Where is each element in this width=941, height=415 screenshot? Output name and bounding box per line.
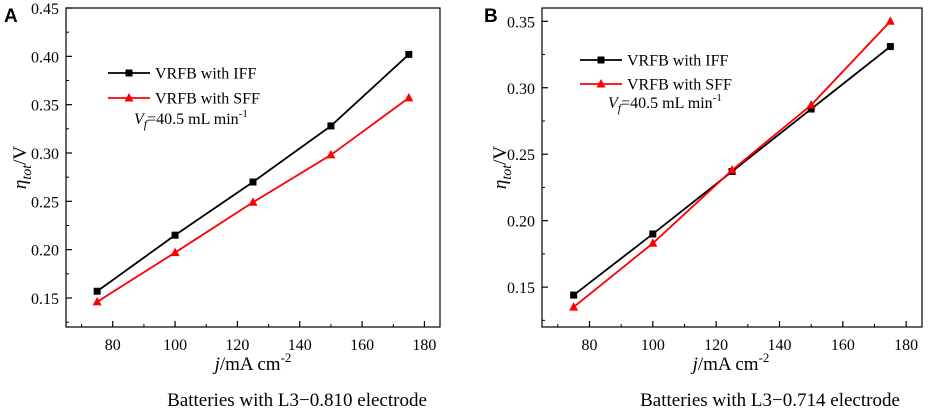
y-tick-label: 0.15	[507, 280, 535, 297]
series-line	[573, 20, 891, 308]
y-axis-label: ηtot/V	[10, 146, 35, 189]
series-iff	[93, 50, 413, 295]
data-point	[92, 296, 102, 306]
data-point	[404, 92, 414, 102]
legend-label: VRFB with IFF	[627, 53, 728, 70]
y-tick-label: 0.35	[507, 14, 535, 31]
x-tick-label: 160	[350, 337, 374, 354]
legend-marker	[597, 56, 605, 64]
data-point	[807, 105, 815, 113]
legend-label: VRFB with IFF	[155, 66, 256, 83]
legend-marker	[596, 79, 606, 88]
x-axis-label: j/mA cm-2	[212, 350, 292, 375]
y-tick-label: 0.25	[507, 147, 535, 164]
x-tick-label: 80	[582, 337, 598, 354]
x-tick-label: 120	[225, 337, 249, 354]
legend-entry-sff: VRFB with SFF	[580, 77, 732, 94]
series-sff	[92, 92, 414, 306]
plot-frame	[65, 7, 441, 328]
y-tick-label: 0.20	[31, 243, 59, 260]
legend-entry-iff: VRFB with IFF	[580, 53, 728, 70]
data-point	[648, 238, 658, 247]
x-tick-label: 180	[412, 337, 436, 354]
series-sff	[569, 16, 895, 311]
flow-rate-annotation: Vf=40.5 mL min-1	[134, 108, 248, 131]
data-point	[649, 230, 657, 238]
x-tick-label: 140	[288, 337, 312, 354]
x-tick-label: 120	[704, 337, 728, 354]
x-axis-label: j/mA cm-2	[690, 350, 770, 375]
plot-frame	[541, 7, 923, 328]
data-point	[570, 291, 578, 299]
panel-letter: A	[4, 6, 18, 27]
x-tick-label: 160	[831, 337, 855, 354]
y-tick-label: 0.35	[31, 98, 59, 115]
panel-caption: Batteries with L3−0.810 electrode	[167, 390, 427, 411]
legend-entry-sff: VRFB with SFF	[108, 91, 260, 108]
data-point	[405, 50, 413, 58]
panel-caption: Batteries with L3−0.714 electrode	[640, 390, 900, 411]
legend-label: VRFB with SFF	[627, 77, 732, 94]
x-tick-label: 140	[768, 337, 792, 354]
data-point	[248, 197, 258, 206]
data-point	[326, 149, 336, 159]
data-point	[886, 43, 894, 51]
y-tick-label: 0.20	[507, 214, 535, 231]
panel-a: A 80 100 120 140 160 180 0.15 0.20 0.25 0.30 0.35 0.…	[4, 1, 441, 411]
y-axis-label: ηtot/V	[490, 146, 515, 189]
data-point	[93, 287, 101, 295]
data-point	[249, 178, 257, 186]
legend-label: VRFB with SFF	[155, 91, 260, 108]
y-tick-label: 0.15	[31, 291, 59, 308]
x-tick-label: 100	[641, 337, 665, 354]
legend-marker	[124, 93, 134, 102]
x-tick-label: 80	[105, 337, 121, 354]
data-point	[885, 16, 895, 25]
flow-rate-annotation: Vf=40.5 mL min-1	[608, 92, 722, 115]
legend-marker	[125, 69, 133, 77]
panel-letter: B	[484, 6, 498, 27]
y-tick-label: 0.25	[31, 194, 59, 211]
data-point	[171, 231, 179, 239]
legend-entry-iff: VRFB with IFF	[108, 66, 256, 83]
panel-b: B 80 100 120 140 160 180 0.15 0.20 0.25 0.30 0.35 ηt…	[484, 6, 923, 411]
x-tick-label: 180	[894, 337, 918, 354]
y-tick-label: 0.45	[31, 1, 59, 18]
data-point	[569, 302, 579, 311]
data-point	[170, 247, 180, 257]
data-point	[327, 122, 335, 130]
data-point	[727, 165, 737, 174]
y-tick-label: 0.40	[31, 49, 59, 66]
data-point	[806, 100, 816, 109]
y-tick-label: 0.30	[31, 146, 59, 163]
x-tick-label: 100	[163, 337, 187, 354]
y-tick-label: 0.30	[507, 81, 535, 98]
